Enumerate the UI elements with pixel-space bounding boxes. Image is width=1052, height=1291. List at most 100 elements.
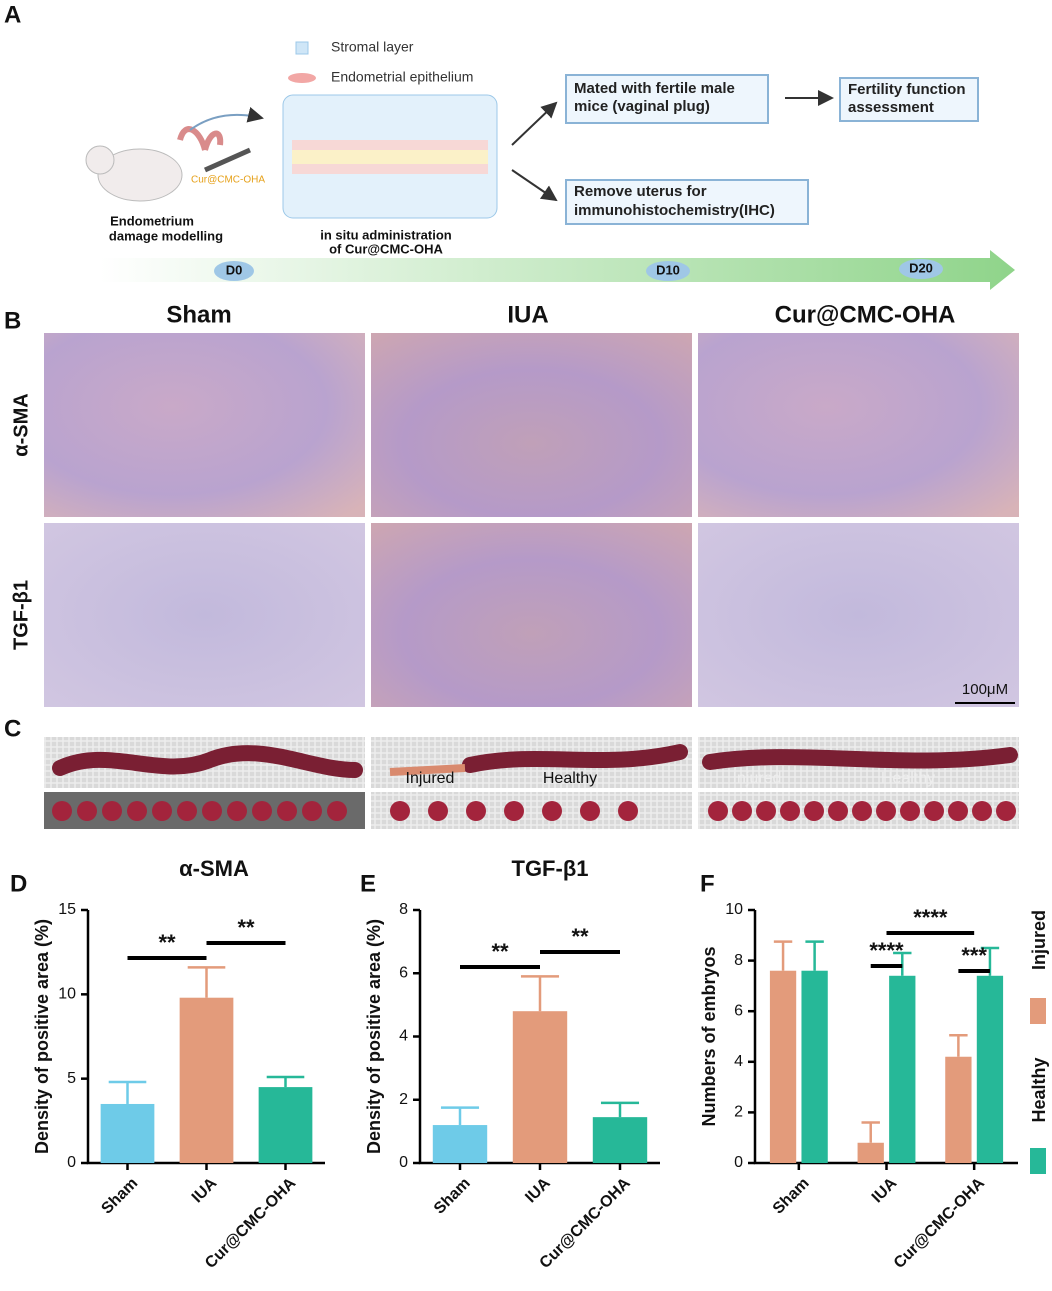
embryo: [52, 801, 72, 821]
arrow: [511, 169, 558, 202]
caption: damage modelling: [109, 228, 223, 243]
step-text: immunohistochemistry(IHC): [574, 202, 775, 219]
histology-image: [698, 523, 1019, 707]
column-header: Cur@CMC-OHA: [775, 301, 956, 328]
y-tick-label: 0: [734, 1154, 743, 1171]
embryo: [618, 801, 638, 821]
x-tick-label: Sham: [431, 1175, 474, 1218]
y-tick-label: 4: [399, 1028, 408, 1045]
y-tick-label: 10: [58, 986, 76, 1003]
significance-label: **: [237, 915, 255, 940]
timeline-pill: [899, 259, 943, 279]
row-label: TGF-β1: [10, 580, 32, 650]
embryo: [390, 801, 410, 821]
column-header: IUA: [507, 301, 548, 328]
embryo: [277, 801, 297, 821]
embryo: [152, 801, 172, 821]
arrow: [189, 106, 264, 131]
legend-swatch: [288, 73, 316, 83]
photo-label: Injured: [733, 770, 782, 787]
histology-image: [371, 523, 692, 707]
bar: [258, 1087, 313, 1163]
x-tick-label: Cur@CMC-OHA: [891, 1174, 989, 1272]
y-tick-label: 15: [58, 901, 76, 918]
y-tick-label: 10: [725, 901, 743, 918]
embryo: [127, 801, 147, 821]
legend-text: Stromal layer: [331, 39, 414, 55]
bar: [432, 1125, 488, 1163]
step-box: [565, 179, 809, 225]
x-tick-label: Sham: [98, 1175, 141, 1218]
embryo: [780, 801, 800, 821]
histology-image: [44, 333, 365, 517]
y-axis-label: Numbers of embryos: [699, 946, 719, 1126]
y-tick-label: 0: [399, 1154, 408, 1171]
syringe-label: Cur@CMC-OHA: [191, 175, 265, 186]
step-text: Remove uterus for: [574, 183, 707, 200]
bar: [100, 1103, 155, 1163]
embryo: [924, 801, 944, 821]
embryo: [900, 801, 920, 821]
timeline-label: D0: [226, 262, 243, 277]
embryo: [102, 801, 122, 821]
embryo: [804, 801, 824, 821]
significance-label: **: [158, 930, 176, 955]
significance-label: **: [571, 924, 589, 949]
embryo: [828, 801, 848, 821]
y-tick-label: 4: [734, 1053, 743, 1070]
step-box: [565, 74, 769, 124]
embryo: [580, 801, 600, 821]
embryo: [252, 801, 272, 821]
legend-swatch: [295, 41, 309, 55]
bar: [889, 975, 916, 1163]
panel-label: F: [700, 870, 715, 897]
uterus: [52, 745, 363, 778]
axis: [86, 910, 325, 1165]
y-axis-label: Density of positive area (%): [32, 919, 52, 1154]
caption: of Cur@CMC-OHA: [329, 241, 443, 256]
axis: [753, 910, 1018, 1165]
photo-label: Injured: [406, 770, 455, 787]
column-header: Sham: [166, 301, 231, 328]
x-tick-label: IUA: [522, 1174, 554, 1206]
panel-label: C: [4, 715, 21, 742]
row-label: α-SMA: [10, 393, 32, 456]
embryo: [996, 801, 1016, 821]
uterus-icon: [177, 126, 224, 151]
x-tick-label: IUA: [869, 1174, 901, 1206]
uterus: [462, 744, 688, 773]
panel-label: D: [10, 870, 27, 897]
panel-label: A: [4, 1, 21, 28]
y-axis-label: Density of positive area (%): [364, 919, 384, 1154]
caption: in situ administration: [320, 227, 452, 242]
legend-label: Healthy: [1029, 1057, 1049, 1122]
step-text: Mated with fertile male: [574, 80, 735, 97]
embryo: [948, 801, 968, 821]
histology-image: [44, 523, 365, 707]
embryo: [202, 801, 222, 821]
syringe-icon: [203, 147, 252, 173]
bar: [945, 1056, 972, 1163]
axis: [418, 910, 660, 1165]
caption: Endometrium: [110, 213, 194, 228]
significance-label: **: [491, 939, 509, 964]
timeline-label: D20: [909, 260, 933, 275]
embryo: [504, 801, 524, 821]
legend-swatch: [1030, 998, 1046, 1024]
x-tick-label: Sham: [770, 1175, 813, 1218]
uterus: [389, 764, 466, 776]
y-tick-label: 8: [734, 952, 743, 969]
step-text: Fertility function: [848, 81, 966, 98]
embryo: [708, 801, 728, 821]
bar: [769, 970, 797, 1163]
embryo: [756, 801, 776, 821]
bar: [801, 970, 828, 1163]
arrow: [511, 101, 558, 146]
timeline-label: D10: [656, 262, 680, 277]
embryo: [732, 801, 752, 821]
histology-image: [371, 333, 692, 517]
embryo: [227, 801, 247, 821]
mouse-icon: [85, 145, 115, 175]
histology-image: [698, 333, 1019, 517]
